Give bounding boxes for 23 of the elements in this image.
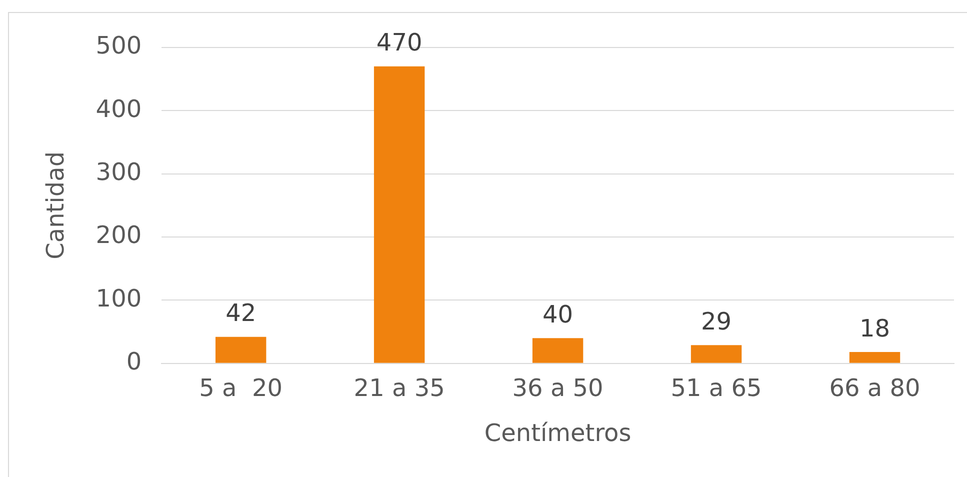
y-tick-label: 200 (96, 221, 142, 250)
bar (532, 338, 584, 363)
bar (690, 345, 742, 363)
bar (849, 352, 900, 363)
data-label: 470 (376, 28, 422, 57)
x-tick-label: 51 a 65 (670, 374, 762, 402)
data-label: 42 (226, 299, 256, 328)
y-tick-label: 300 (96, 158, 142, 186)
x-tick-label: 21 a 35 (354, 374, 445, 402)
data-label: 40 (542, 300, 574, 328)
y-tick-label: 100 (96, 284, 142, 312)
bar (215, 336, 266, 363)
y-axis-title: Cantidad (42, 151, 70, 260)
y-tick-label: 0 (126, 348, 142, 376)
data-label: 18 (859, 314, 890, 342)
x-axis-title: Centímetros (484, 418, 632, 447)
y-tick-label: 500 (96, 32, 142, 60)
x-tick-label: 5 a 20 (199, 374, 283, 402)
y-tick-label: 400 (96, 94, 142, 123)
x-tick-label: 66 a 80 (829, 374, 920, 402)
data-label: 29 (701, 307, 732, 336)
x-tick-label: 36 a 50 (512, 374, 604, 402)
bar (374, 66, 425, 363)
